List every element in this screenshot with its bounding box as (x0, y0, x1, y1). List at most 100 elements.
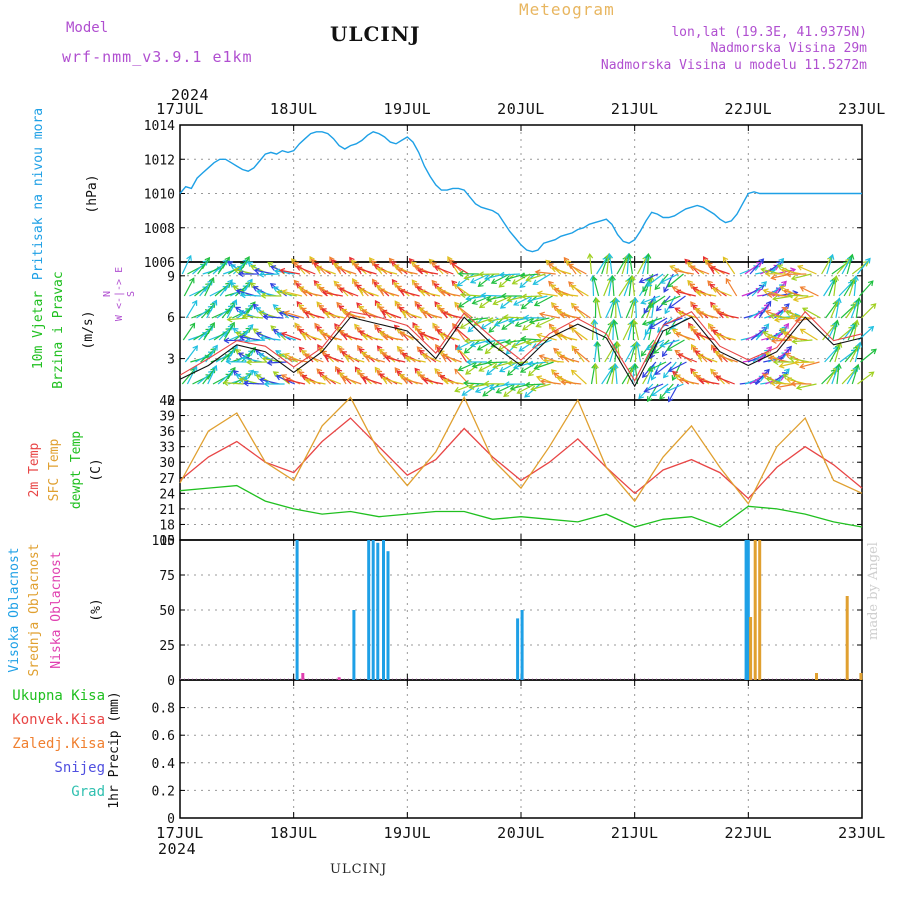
wind-arrow (590, 364, 596, 385)
date-label-bottom: 23JUL (838, 824, 886, 842)
wind-arrow-head (412, 321, 418, 329)
wind-arrow-head (435, 343, 441, 350)
wind-arrow-head (704, 259, 711, 265)
wind-arrow-head (671, 328, 678, 335)
date-label-top: 17JUL (156, 100, 204, 118)
wind-arrow-head (275, 350, 282, 356)
wind-arrow-head (361, 376, 368, 382)
wind-arrow-head (191, 299, 198, 306)
panel-precipitation: 0 0.2 0.4 0.6 0.8 (152, 679, 863, 827)
wind-arrow-head (318, 286, 325, 293)
wind-arrow-head (402, 377, 409, 384)
wind-arrow-head (283, 310, 290, 317)
wind-arrow (674, 307, 693, 319)
wind-arrow-head (799, 363, 806, 370)
wind-arrow (255, 307, 274, 319)
wind-arrow-head (486, 359, 493, 366)
wind-arrow-head (614, 297, 621, 304)
wind-arrow (279, 312, 299, 319)
wind-arrow-head (573, 348, 580, 355)
wind-arrow (436, 329, 455, 341)
wind-arrow-head (381, 352, 388, 358)
date-label-top: 22JUL (725, 100, 773, 118)
wind-arrow (339, 288, 359, 297)
wind-arrow (298, 329, 317, 341)
wind-arrow-head (336, 368, 343, 375)
wind-arrow-head (775, 287, 782, 294)
wind-arrow-head (552, 305, 559, 312)
wind-arrow (379, 373, 398, 385)
high-cloud-axis-label: Visoka Oblacnost (7, 547, 22, 672)
wind-arrow-head (684, 258, 691, 265)
wind-arrow-head (659, 393, 665, 400)
wind-arrow (667, 273, 684, 288)
wind-arrow (400, 290, 420, 297)
wind-arrow (660, 273, 679, 284)
y-tick-label: 1014 (144, 119, 175, 134)
wind-arrow-head (313, 280, 320, 286)
wind-arrow-head (224, 256, 230, 263)
wind-arrow (201, 302, 216, 319)
wind-arrow-head (764, 368, 770, 375)
wind-arrow (611, 275, 615, 297)
wind-arrow-head (318, 371, 325, 378)
wind-arrow (846, 366, 858, 385)
y-tick-label: 1008 (144, 222, 175, 237)
wind-arrow (833, 276, 837, 297)
wind-arrow-head (717, 354, 724, 360)
wind-arrow (832, 320, 838, 341)
wind-arrow-head (298, 346, 305, 353)
wind-arrow-head (209, 321, 215, 329)
wind-arrow (539, 313, 560, 319)
wind-arrow (660, 339, 680, 347)
wind-arrow (223, 322, 235, 341)
wind-arrow-head (770, 274, 777, 281)
wind-arrow-head (667, 281, 674, 288)
wind-arrow-head (762, 288, 769, 295)
wind-arrow-head (478, 366, 485, 372)
wind-arrow-head (568, 281, 574, 288)
wind-arrow-head (667, 366, 674, 372)
wind-arrow-head (376, 302, 382, 309)
wind-arrow (789, 357, 810, 363)
wind-arrow-head (272, 329, 279, 335)
wind-arrow-head (258, 377, 265, 384)
date-label-top: 18JUL (270, 100, 318, 118)
wind-arrow-head (691, 304, 698, 311)
wind-arrow-head (536, 290, 543, 297)
wind-arrow (479, 361, 498, 372)
wind-arrow-head (455, 344, 463, 350)
wind-arrow-head (435, 304, 442, 311)
wind-arrow-head (503, 391, 510, 398)
date-label-bottom: 19JUL (384, 824, 432, 842)
wind-arrow (613, 320, 619, 341)
wind-arrow-head (792, 296, 799, 303)
wind-arrow-head (632, 296, 639, 303)
wind-arrow-head (779, 285, 786, 292)
wind-arrow-head (550, 369, 557, 375)
wind-arrow-head (396, 303, 402, 310)
wind-arrow-head (454, 301, 460, 308)
wind-arrow-head (335, 284, 342, 290)
wind-arrow (769, 356, 789, 363)
wind-arrow-head (239, 292, 246, 299)
date-label-bottom: 22JUL (725, 824, 773, 842)
wind-arrow-head (416, 346, 423, 353)
wind-arrow (851, 364, 859, 385)
wind-arrow-head (300, 350, 307, 356)
wind-arrow-head (315, 325, 322, 332)
wind-arrow-head (439, 332, 446, 339)
wind-arrow-head (336, 266, 343, 272)
wind-arrow-head (237, 270, 244, 278)
wind-arrow (793, 295, 814, 301)
wind-arrow-head (229, 321, 235, 328)
wind-arrow-head (287, 356, 294, 363)
model-name: wrf-nmm_v3.9.1 e1km (62, 48, 253, 66)
wind-arrow-head (419, 331, 426, 338)
wind-arrow-head (695, 289, 702, 296)
wind-arrow-head (333, 280, 340, 287)
wind-arrow-head (663, 286, 669, 293)
wind-arrow (571, 345, 585, 363)
wind-arrow-head (606, 252, 614, 259)
wind-arrow-head (375, 285, 382, 291)
